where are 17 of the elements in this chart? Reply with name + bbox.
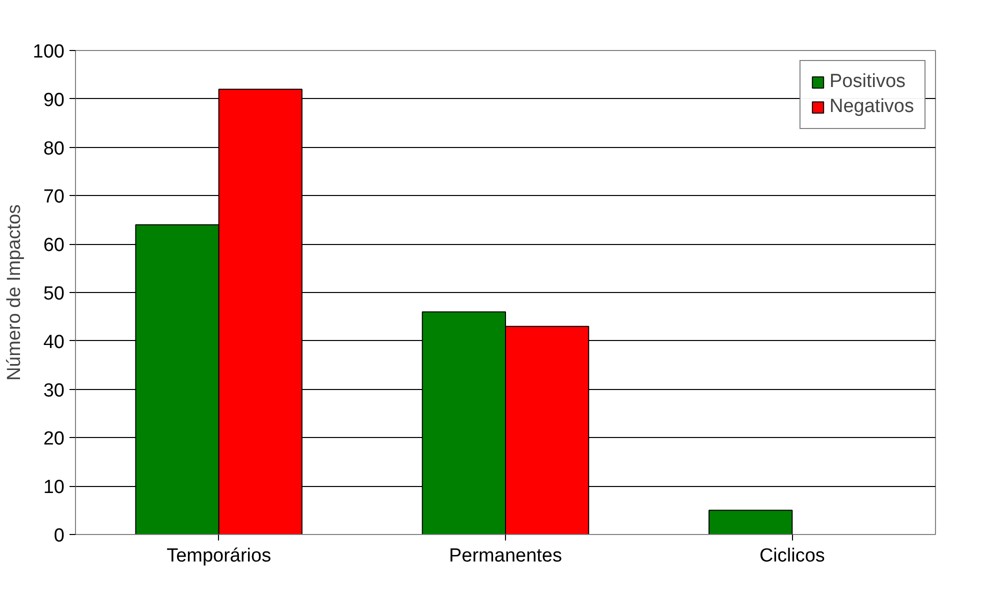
y-tick-label: 10 xyxy=(43,477,65,498)
x-tick-label: Ciclicos xyxy=(759,546,825,566)
y-tick-label: 40 xyxy=(43,332,65,353)
y-tick-label: 50 xyxy=(43,284,65,304)
y-tick-label: 70 xyxy=(43,186,65,208)
y-tick-label: 60 xyxy=(43,235,65,256)
y-tick-label: 20 xyxy=(43,428,65,450)
x-tick-label: Temporários xyxy=(166,546,272,566)
y-tick-label: 0 xyxy=(54,526,65,546)
y-axis-title: Número de Impactos xyxy=(4,204,25,381)
y-tick-label: 80 xyxy=(43,138,65,160)
x-tick-label: Permanentes xyxy=(448,546,562,566)
y-tick-label: 100 xyxy=(32,42,64,62)
legend-label: Negativos xyxy=(830,96,914,118)
legend-label: Positivos xyxy=(830,71,906,93)
y-tick-label: 90 xyxy=(43,90,65,111)
y-tick-label: 30 xyxy=(43,380,65,402)
